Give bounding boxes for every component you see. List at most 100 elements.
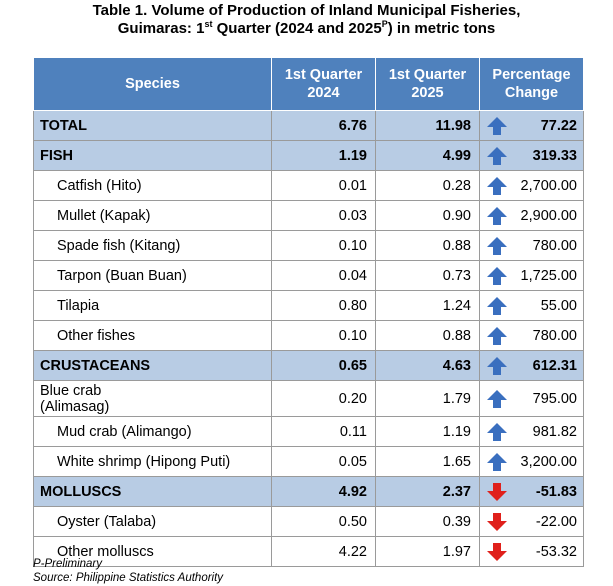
table-row: Mullet (Kapak) 0.03 0.90 2,900.00 [33, 200, 584, 231]
value-2025: 1.65 [375, 446, 480, 477]
value-2025: 0.28 [375, 170, 480, 201]
value-2025: 0.73 [375, 260, 480, 291]
header-q2025: 1st Quarter 2025 [375, 57, 480, 111]
percentage-value: -53.32 [535, 543, 577, 560]
arrow-down-icon [487, 482, 507, 501]
percentage-change: 77.22 [479, 110, 584, 141]
value-2025: 2.37 [375, 476, 480, 507]
category-row: TOTAL 6.76 11.98 77.22 [33, 110, 584, 141]
percentage-change: -53.32 [479, 536, 584, 567]
arrow-down-icon [487, 512, 507, 531]
percentage-change: 795.00 [479, 380, 584, 417]
value-2025: 1.19 [375, 416, 480, 447]
percentage-change: 55.00 [479, 290, 584, 321]
percentage-change: 612.31 [479, 350, 584, 381]
species-name: Oyster (Talaba) [33, 506, 272, 537]
species-name: Other fishes [33, 320, 272, 351]
value-2024: 1.19 [271, 140, 376, 171]
species-name: CRUSTACEANS [33, 350, 272, 381]
percentage-change: 780.00 [479, 230, 584, 261]
category-row: MOLLUSCS 4.92 2.37 -51.83 [33, 476, 584, 507]
value-2024: 0.10 [271, 320, 376, 351]
value-2024: 0.11 [271, 416, 376, 447]
value-2024: 0.03 [271, 200, 376, 231]
arrow-up-icon [487, 326, 507, 345]
preliminary-note: P-Preliminary [33, 558, 103, 570]
table-body: TOTAL 6.76 11.98 77.22 FISH 1.19 4.99 319.33 Cat… [33, 110, 584, 567]
species-name: MOLLUSCS [33, 476, 272, 507]
percentage-change: 2,900.00 [479, 200, 584, 231]
title-line-2-end: ) in metric tons [387, 20, 496, 37]
value-2024: 6.76 [271, 110, 376, 141]
value-2025: 0.88 [375, 230, 480, 261]
species-name: Spade fish (Kitang) [33, 230, 272, 261]
header-q2024: 1st Quarter 2024 [271, 57, 376, 111]
percentage-change: 2,700.00 [479, 170, 584, 201]
percentage-value: 3,200.00 [520, 453, 577, 470]
species-name: Other molluscs [33, 536, 272, 567]
arrow-up-icon [487, 266, 507, 285]
species-name: Mullet (Kapak) [33, 200, 272, 231]
species-name: Catfish (Hito) [33, 170, 272, 201]
arrow-down-icon [487, 542, 507, 561]
arrow-up-icon [487, 422, 507, 441]
table-row: Other molluscs 4.22 1.97 -53.32 [33, 536, 584, 567]
production-table: Species 1st Quarter 2024 1st Quarter 2025 … [33, 57, 584, 567]
percentage-value: 612.31 [532, 357, 577, 374]
species-name: White shrimp (Hipong Puti) [33, 446, 272, 477]
percentage-value: -22.00 [535, 513, 577, 530]
value-2025: 1.97 [375, 536, 480, 567]
value-2024: 0.10 [271, 230, 376, 261]
arrow-up-icon [487, 452, 507, 471]
table-title: Table 1. Volume of Production of Inland … [0, 2, 613, 38]
percentage-change: 981.82 [479, 416, 584, 447]
header-row: Species 1st Quarter 2024 1st Quarter 2025 … [33, 57, 584, 111]
percentage-value: 55.00 [540, 297, 577, 314]
category-row: FISH 1.19 4.99 319.33 [33, 140, 584, 171]
percentage-change: 780.00 [479, 320, 584, 351]
percentage-value: 77.22 [540, 117, 577, 134]
arrow-up-icon [487, 146, 507, 165]
percentage-value: 780.00 [532, 237, 577, 254]
value-2024: 0.04 [271, 260, 376, 291]
species-name: TOTAL [33, 110, 272, 141]
percentage-change: -22.00 [479, 506, 584, 537]
value-2024: 0.01 [271, 170, 376, 201]
title-preliminary-superscript: P [381, 19, 388, 29]
title-line-2-start: Guimaras: 1 [117, 20, 205, 37]
title-line-2-middle: Quarter (2024 and 2025 [212, 20, 382, 37]
value-2025: 4.99 [375, 140, 480, 171]
species-name: Blue crab (Alimasag) [33, 380, 272, 417]
table-row: Oyster (Talaba) 0.50 0.39 -22.00 [33, 506, 584, 537]
species-name: Tilapia [33, 290, 272, 321]
value-2025: 11.98 [375, 110, 480, 141]
percentage-value: -51.83 [535, 483, 577, 500]
arrow-up-icon [487, 356, 507, 375]
value-2024: 0.50 [271, 506, 376, 537]
table-row: White shrimp (Hipong Puti) 0.05 1.65 3,200.… [33, 446, 584, 477]
value-2024: 0.80 [271, 290, 376, 321]
value-2025: 0.39 [375, 506, 480, 537]
table-row: Other fishes 0.10 0.88 780.00 [33, 320, 584, 351]
value-2024: 4.92 [271, 476, 376, 507]
table-row: Tarpon (Buan Buan) 0.04 0.73 1,725.00 [33, 260, 584, 291]
percentage-change: 3,200.00 [479, 446, 584, 477]
percentage-value: 981.82 [532, 423, 577, 440]
table-row: Spade fish (Kitang) 0.10 0.88 780.00 [33, 230, 584, 261]
value-2024: 0.05 [271, 446, 376, 477]
value-2025: 1.24 [375, 290, 480, 321]
title-line-1: Table 1. Volume of Production of Inland … [92, 2, 521, 19]
arrow-up-icon [487, 206, 507, 225]
table-row: Mud crab (Alimango) 0.11 1.19 981.82 [33, 416, 584, 447]
arrow-up-icon [487, 389, 507, 408]
table-row: Blue crab (Alimasag) 0.20 1.79 795.00 [33, 380, 584, 417]
species-name: Mud crab (Alimango) [33, 416, 272, 447]
percentage-value: 780.00 [532, 327, 577, 344]
arrow-up-icon [487, 116, 507, 135]
percentage-change: 319.33 [479, 140, 584, 171]
percentage-change: 1,725.00 [479, 260, 584, 291]
source-note: Source: Philippine Statistics Authority [33, 572, 224, 584]
header-species: Species [33, 57, 272, 111]
value-2024: 0.20 [271, 380, 376, 417]
value-2024: 4.22 [271, 536, 376, 567]
